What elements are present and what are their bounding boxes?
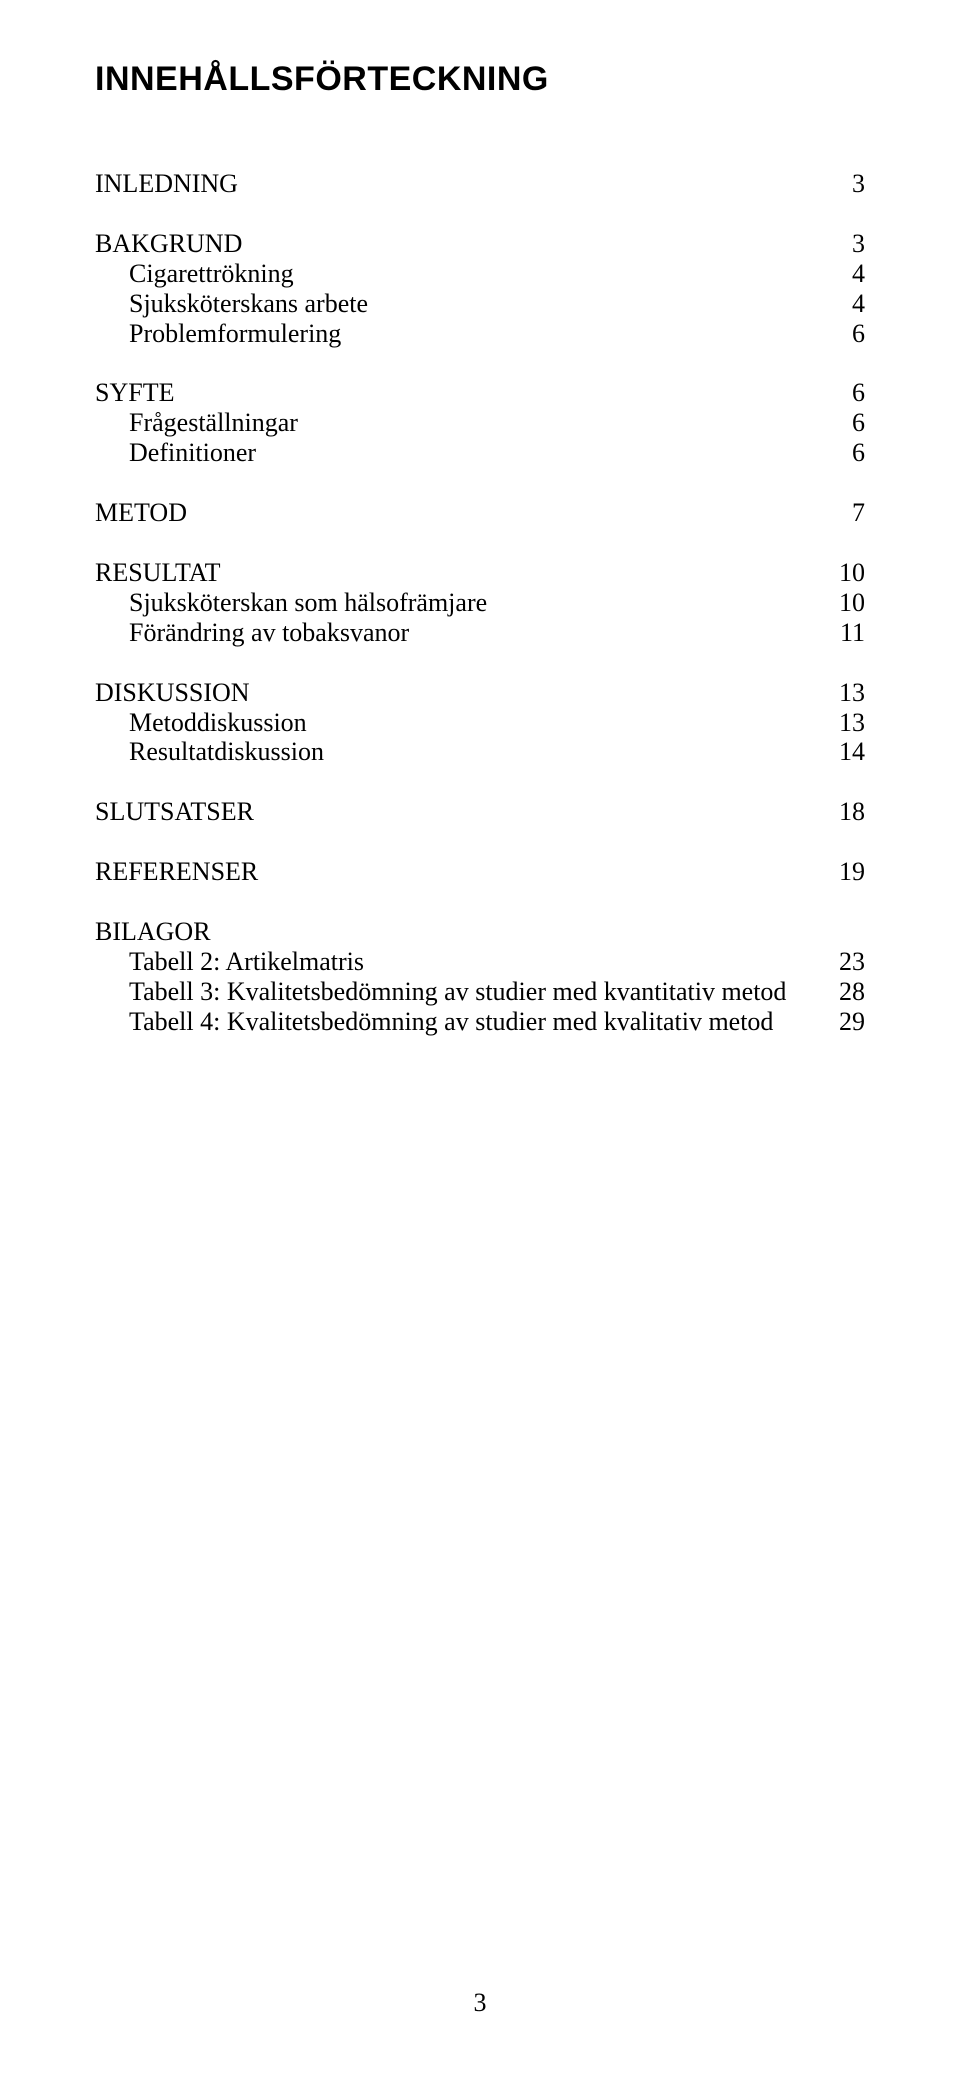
toc-page: 10: [825, 558, 865, 588]
toc-label-col: Förändring av tobaksvanor: [95, 618, 825, 648]
toc-gap: [95, 348, 865, 378]
toc-page: 18: [825, 797, 865, 827]
toc-row: Metoddiskussion 13: [95, 708, 865, 738]
toc-label-col: Cigarettrökning: [95, 259, 825, 289]
toc-page: 3: [825, 169, 865, 199]
toc-label-col: Tabell 4: Kvalitetsbedömning av studier …: [95, 1007, 825, 1037]
toc-page: 13: [825, 678, 865, 708]
toc-row: BILAGOR: [95, 917, 865, 947]
toc-label: Förändring av tobaksvanor: [95, 618, 409, 648]
toc-row: SYFTE 6: [95, 378, 865, 408]
toc-row: Resultatdiskussion 14: [95, 737, 865, 767]
toc-label-col: Sjuksköterskans arbete: [95, 289, 825, 319]
toc-row: Tabell 3: Kvalitetsbedömning av studier …: [95, 977, 865, 1007]
document-page: INNEHÅLLSFÖRTECKNING INLEDNING 3 BAKGRUND 3…: [0, 0, 960, 2088]
toc-gap: [95, 199, 865, 229]
toc-row: RESULTAT 10: [95, 558, 865, 588]
toc-row: METOD 7: [95, 498, 865, 528]
toc-gap: [95, 528, 865, 558]
toc-page: 13: [825, 708, 865, 738]
page-title: INNEHÅLLSFÖRTECKNING: [95, 60, 865, 99]
toc-label: Tabell 4: Kvalitetsbedömning av studier …: [95, 1007, 773, 1037]
toc-page: 28: [825, 977, 865, 1007]
toc-page: 23: [825, 947, 865, 977]
toc-label: RESULTAT: [95, 558, 221, 588]
toc-label: BILAGOR: [95, 917, 211, 947]
toc-page: 11: [825, 618, 865, 648]
toc-page: 6: [825, 408, 865, 438]
toc-label-col: RESULTAT: [95, 558, 825, 588]
toc-page: 6: [825, 378, 865, 408]
toc-page: 4: [825, 289, 865, 319]
toc-label-col: Metoddiskussion: [95, 708, 825, 738]
toc-label-col: Definitioner: [95, 438, 825, 468]
toc-label-col: METOD: [95, 498, 825, 528]
toc-label-col: Tabell 3: Kvalitetsbedömning av studier …: [95, 977, 825, 1007]
toc-gap: [95, 648, 865, 678]
toc-page: 7: [825, 498, 865, 528]
toc-page: 6: [825, 319, 865, 349]
toc-row: Tabell 2: Artikelmatris 23: [95, 947, 865, 977]
toc-label: DISKUSSION: [95, 678, 250, 708]
toc-label: Metoddiskussion: [95, 708, 307, 738]
toc-row: SLUTSATSER 18: [95, 797, 865, 827]
table-of-contents: INLEDNING3BAKGRUND3Cigarettrökning4Sjuks…: [95, 169, 865, 1037]
toc-page: 3: [825, 229, 865, 259]
toc-page: 10: [825, 588, 865, 618]
toc-page: 14: [825, 737, 865, 767]
toc-label: Cigarettrökning: [95, 259, 294, 289]
toc-label: Problemformulering: [95, 319, 341, 349]
toc-label-col: Sjuksköterskan som hälsofrämjare: [95, 588, 825, 618]
toc-row: INLEDNING 3: [95, 169, 865, 199]
toc-label: SYFTE: [95, 378, 174, 408]
toc-label-col: BILAGOR: [95, 917, 825, 947]
toc-label-col: INLEDNING: [95, 169, 825, 199]
toc-row: Cigarettrökning 4: [95, 259, 865, 289]
toc-label-col: BAKGRUND: [95, 229, 825, 259]
toc-label-col: Resultatdiskussion: [95, 737, 825, 767]
toc-label: Tabell 3: Kvalitetsbedömning av studier …: [95, 977, 786, 1007]
toc-row: BAKGRUND 3: [95, 229, 865, 259]
toc-row: Problemformulering 6: [95, 319, 865, 349]
toc-page: 6: [825, 438, 865, 468]
toc-label: Sjuksköterskan som hälsofrämjare: [95, 588, 487, 618]
toc-gap: [95, 887, 865, 917]
toc-gap: [95, 468, 865, 498]
toc-label: REFERENSER: [95, 857, 258, 887]
toc-label: Resultatdiskussion: [95, 737, 324, 767]
toc-gap: [95, 767, 865, 797]
toc-label: METOD: [95, 498, 187, 528]
toc-label-col: DISKUSSION: [95, 678, 825, 708]
toc-label-col: Frågeställningar: [95, 408, 825, 438]
toc-label: Sjuksköterskans arbete: [95, 289, 368, 319]
toc-label: Tabell 2: Artikelmatris: [95, 947, 364, 977]
page-number: 3: [0, 1988, 960, 2018]
toc-row: Tabell 4: Kvalitetsbedömning av studier …: [95, 1007, 865, 1037]
toc-page: 29: [825, 1007, 865, 1037]
toc-label-col: REFERENSER: [95, 857, 825, 887]
toc-label: SLUTSATSER: [95, 797, 254, 827]
toc-page: 19: [825, 857, 865, 887]
toc-row: Sjuksköterskans arbete 4: [95, 289, 865, 319]
toc-label-col: Tabell 2: Artikelmatris: [95, 947, 825, 977]
toc-page: 4: [825, 259, 865, 289]
toc-label: BAKGRUND: [95, 229, 242, 259]
toc-label-col: SLUTSATSER: [95, 797, 825, 827]
toc-label: INLEDNING: [95, 169, 238, 199]
toc-gap: [95, 827, 865, 857]
toc-row: Förändring av tobaksvanor 11: [95, 618, 865, 648]
toc-row: Definitioner 6: [95, 438, 865, 468]
toc-label: Definitioner: [95, 438, 256, 468]
toc-row: REFERENSER 19: [95, 857, 865, 887]
toc-label-col: Problemformulering: [95, 319, 825, 349]
toc-row: DISKUSSION 13: [95, 678, 865, 708]
toc-label: Frågeställningar: [95, 408, 298, 438]
toc-row: Frågeställningar 6: [95, 408, 865, 438]
toc-row: Sjuksköterskan som hälsofrämjare 10: [95, 588, 865, 618]
toc-label-col: SYFTE: [95, 378, 825, 408]
